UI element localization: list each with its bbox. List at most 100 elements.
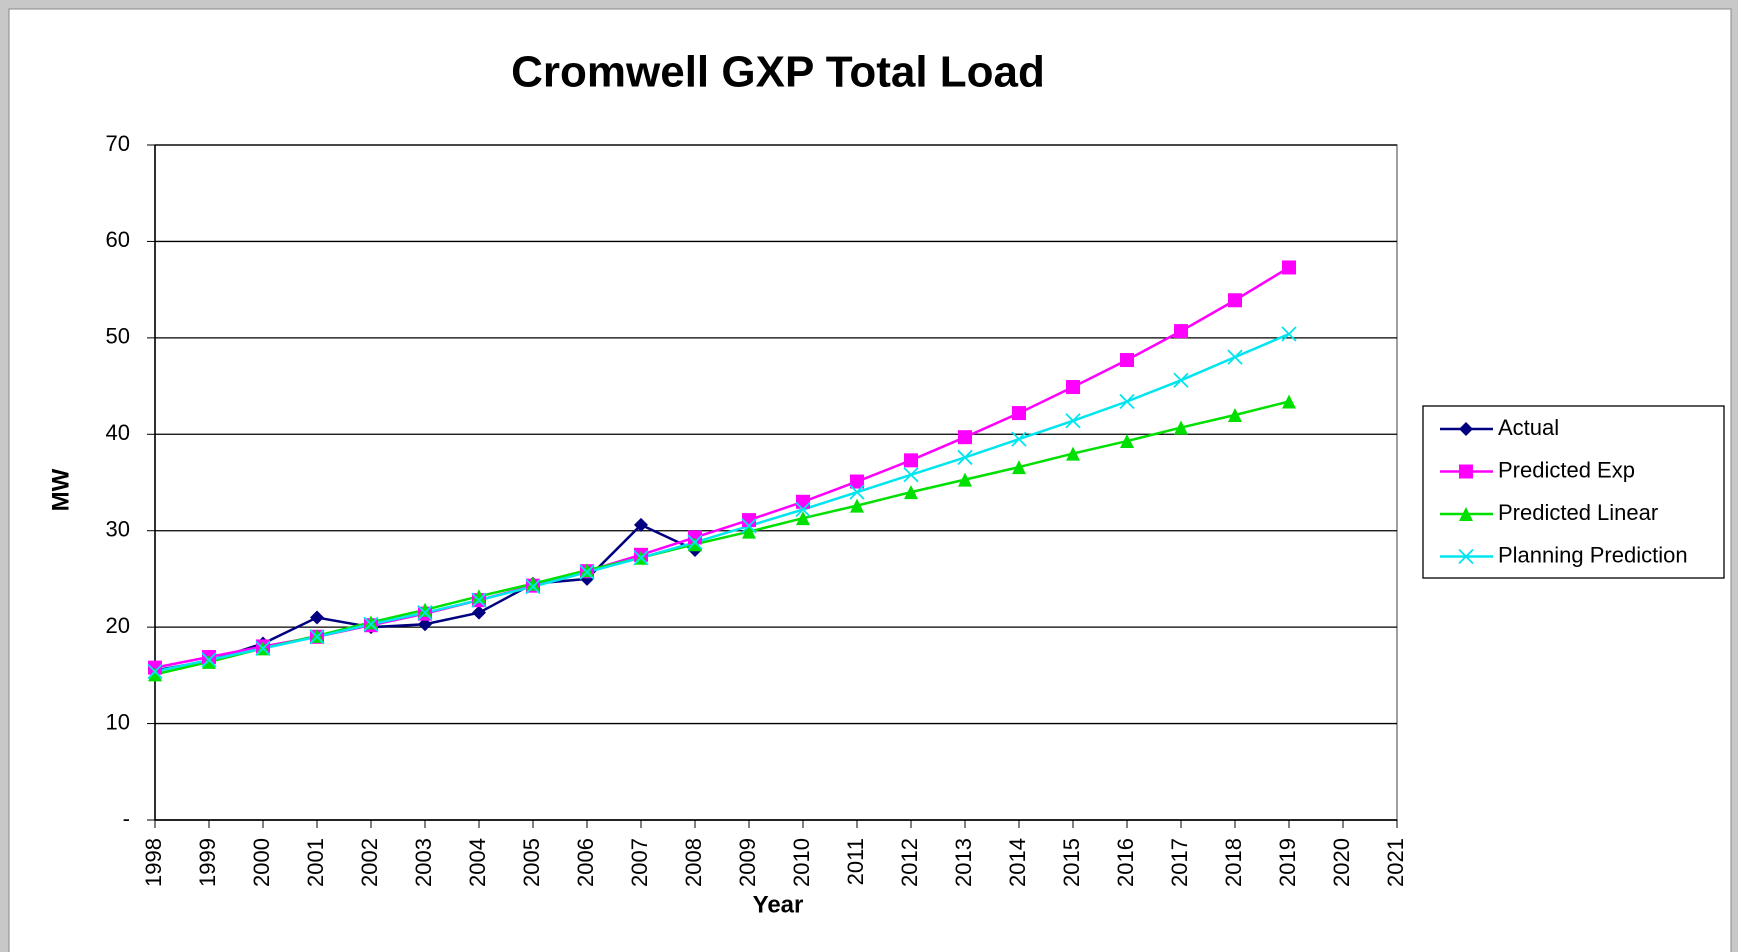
marker <box>526 576 540 591</box>
legend-label: Predicted Exp <box>1498 457 1635 482</box>
marker <box>849 484 865 500</box>
marker <box>742 524 756 539</box>
marker <box>904 453 918 468</box>
x-tick-label: 2002 <box>357 838 382 887</box>
x-axis-label: Year <box>753 891 804 918</box>
x-tick-label: 1998 <box>141 838 166 887</box>
marker <box>633 550 649 566</box>
marker <box>1012 406 1026 421</box>
marker <box>1174 324 1188 339</box>
series-line <box>154 332 1290 673</box>
marker <box>147 663 163 680</box>
marker <box>795 501 811 518</box>
x-tick-label: 2012 <box>897 838 922 887</box>
x-tick-label: 2011 <box>843 838 868 885</box>
marker <box>1282 260 1296 275</box>
marker <box>688 537 702 552</box>
legend-label: Planning Prediction <box>1498 542 1688 567</box>
x-tick-label: 1999 <box>195 838 220 887</box>
x-tick-label: 2017 <box>1167 838 1192 887</box>
marker <box>364 615 378 630</box>
marker <box>1120 353 1134 368</box>
marker <box>1011 431 1027 447</box>
marker <box>1459 422 1473 436</box>
marker <box>1459 507 1473 521</box>
marker <box>1174 420 1188 435</box>
x-tick-label: 2000 <box>249 838 274 887</box>
x-tick-label: 2014 <box>1005 838 1030 887</box>
marker <box>687 534 703 550</box>
marker <box>958 430 972 445</box>
legend-label: Actual <box>1498 415 1559 440</box>
marker <box>472 605 486 620</box>
x-tick-label: 2020 <box>1329 838 1354 887</box>
marker <box>363 616 379 632</box>
marker <box>148 667 162 682</box>
x-tick-label: 2006 <box>573 838 598 887</box>
marker <box>1120 434 1134 449</box>
marker <box>472 589 486 604</box>
y-tick-label: 30 <box>106 517 130 542</box>
y-tick-label: 50 <box>106 324 130 349</box>
marker <box>796 511 810 526</box>
series-line <box>154 400 1290 676</box>
x-tick-label: 2009 <box>735 838 760 887</box>
legend-label: Predicted Linear <box>1498 500 1658 525</box>
marker <box>634 517 648 532</box>
marker <box>471 592 487 608</box>
marker <box>903 467 919 483</box>
x-tick-label: 2004 <box>465 838 490 887</box>
marker <box>1119 393 1135 410</box>
marker <box>525 579 541 595</box>
marker <box>1066 446 1080 461</box>
marker <box>1066 380 1080 395</box>
marker <box>1282 394 1296 409</box>
marker <box>1281 326 1297 342</box>
marker <box>309 629 325 645</box>
marker <box>1227 349 1243 365</box>
y-tick-label: 10 <box>106 709 130 734</box>
x-tick-label: 2018 <box>1221 838 1246 887</box>
marker <box>310 610 324 625</box>
legend-box <box>1422 405 1725 579</box>
x-tick-label: 2001 <box>303 838 328 887</box>
plot-area <box>154 144 1398 821</box>
marker <box>418 602 432 617</box>
marker <box>417 605 433 621</box>
marker <box>418 617 432 632</box>
marker <box>255 640 271 656</box>
marker <box>957 449 973 466</box>
x-tick-label: 2008 <box>681 838 706 887</box>
x-tick-label: 2016 <box>1113 838 1138 887</box>
x-tick-label: 2007 <box>627 838 652 887</box>
x-tick-label: 2003 <box>411 838 436 887</box>
marker <box>741 518 757 534</box>
marker <box>580 563 594 578</box>
marker <box>1012 460 1026 475</box>
y-tick-label: 20 <box>106 613 130 638</box>
y-tick-label: 60 <box>106 227 130 252</box>
marker <box>201 652 217 668</box>
y-axis-label: MW <box>47 468 74 511</box>
marker <box>1065 413 1081 429</box>
x-tick-label: 2015 <box>1059 838 1084 887</box>
marker <box>904 485 918 500</box>
marker <box>1459 464 1473 479</box>
x-tick-label: 2021 <box>1383 838 1408 887</box>
marker <box>1228 293 1242 308</box>
legend: Actual Predicted Exp Predicted Linear Plann… <box>1422 405 1725 579</box>
marker <box>579 564 595 580</box>
marker <box>202 654 216 669</box>
y-tick-label: - <box>123 806 130 831</box>
marker <box>1173 372 1189 388</box>
x-tick-label: 2019 <box>1275 838 1300 887</box>
x-tick-label: 2010 <box>789 838 814 887</box>
marker <box>796 494 810 509</box>
marker <box>1228 408 1242 422</box>
marker <box>850 474 864 489</box>
x-tick-label: 2013 <box>951 838 976 887</box>
marker <box>850 498 864 513</box>
y-tick-label: 40 <box>106 420 130 445</box>
